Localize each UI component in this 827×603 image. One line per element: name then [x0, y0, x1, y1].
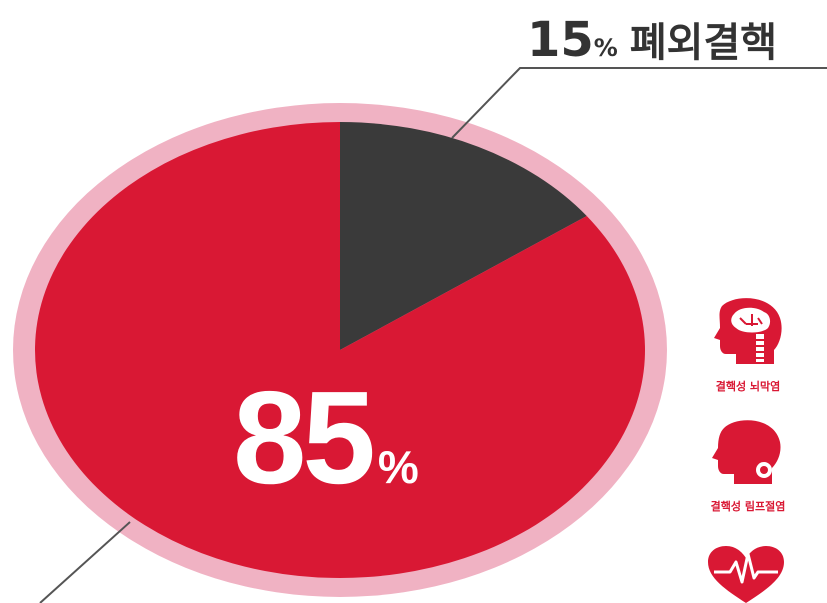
head-lymph-icon [712, 420, 781, 484]
heart-pulse-icon [708, 546, 784, 603]
icon-caption-brain: 결핵성 뇌막염 [716, 379, 781, 393]
icon-caption-lymph: 결핵성 림프절염 [711, 499, 786, 513]
callout-large-unit: % [378, 441, 419, 493]
leader-line-bottom [39, 521, 131, 603]
pie-slices [34, 122, 645, 578]
callout-small-value: 15 [527, 12, 594, 68]
pie-slice-15 [340, 122, 587, 350]
leader-line-top [451, 67, 827, 139]
brain-head-icon [714, 298, 782, 364]
callout-small-label: 폐외결핵 [630, 20, 777, 66]
callout-small: 15% 폐외결핵 [527, 12, 777, 68]
callout-large-value: 85 [233, 364, 372, 511]
callout-small-unit: % [594, 34, 618, 62]
pie-slice-85 [34, 122, 645, 578]
callout-large: 85% [233, 364, 419, 511]
